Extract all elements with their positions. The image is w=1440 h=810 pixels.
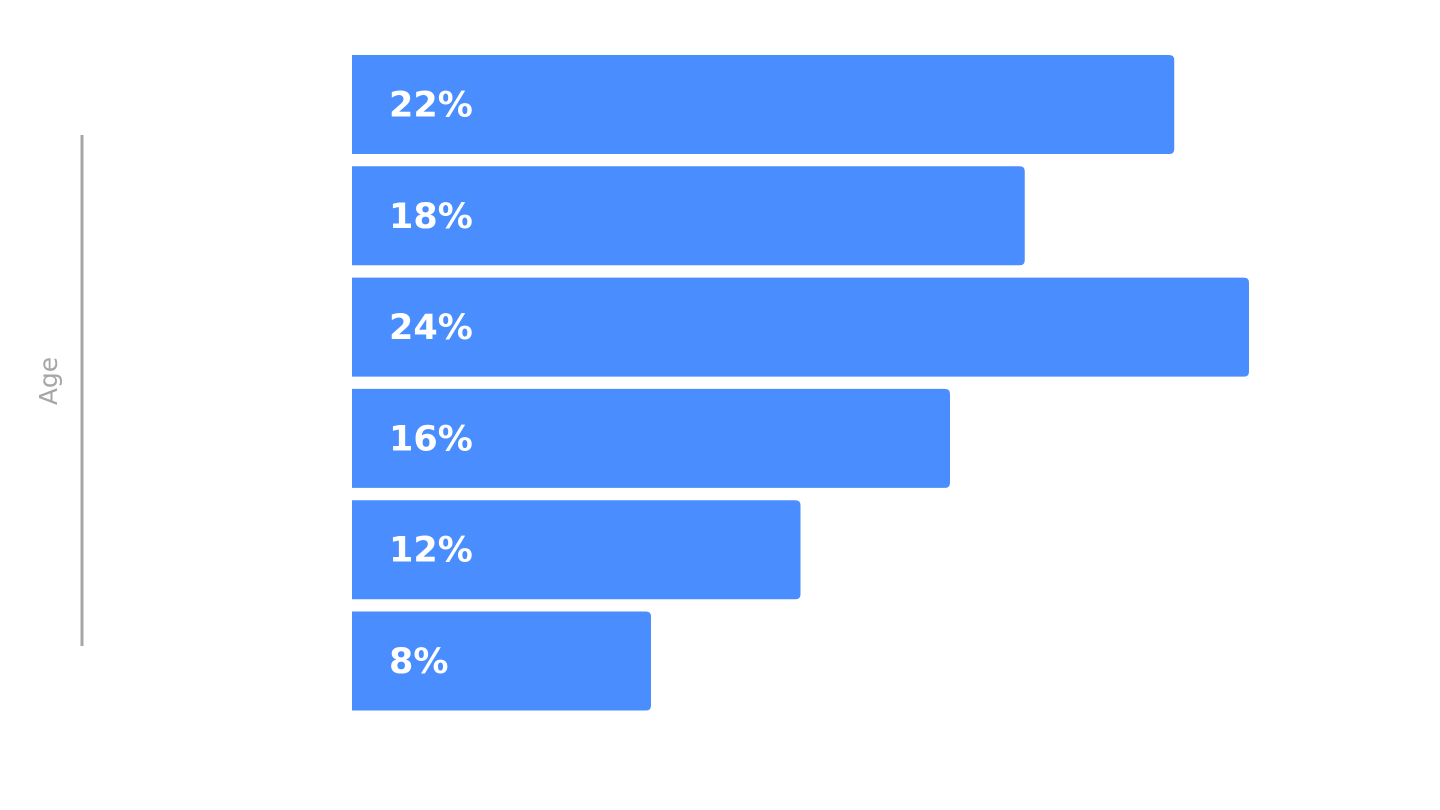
bar-5 — [352, 500, 801, 600]
bar-6 — [352, 611, 651, 711]
bar-label-3: 24% — [389, 308, 473, 348]
bar-label-4: 16% — [389, 419, 473, 459]
y-axis-title: Age — [34, 357, 63, 405]
bar-1 — [352, 55, 1175, 154]
bars-group: 22% 18% 24% 16% 12% 8% — [352, 55, 1249, 711]
bar-4 — [352, 388, 950, 488]
bar-label-1: 22% — [389, 86, 473, 126]
bar-label-6: 8% — [389, 642, 448, 682]
bar-2 — [352, 166, 1025, 266]
bar-label-2: 18% — [389, 197, 473, 237]
bar-label-5: 12% — [389, 531, 473, 571]
bar-3 — [352, 277, 1249, 377]
